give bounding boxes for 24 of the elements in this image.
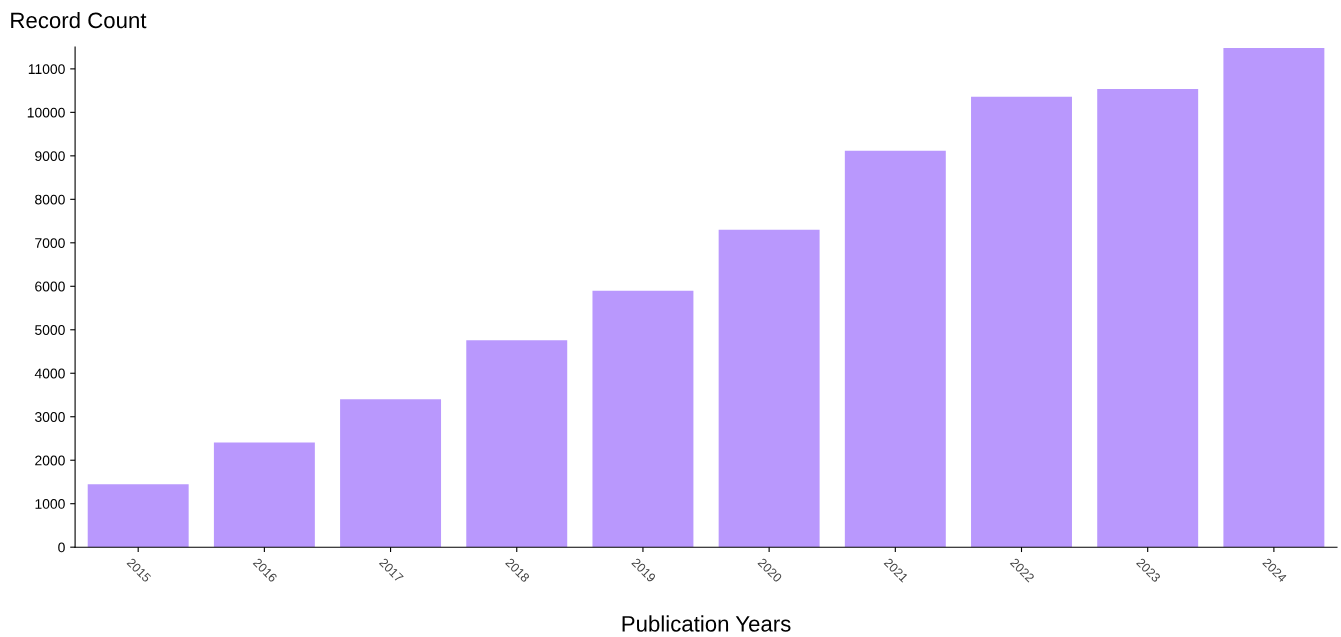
bar [718,229,820,548]
y-tick-label: 0 [58,542,65,553]
y-tick-label: 1000 [35,499,65,509]
bar [1097,88,1199,548]
y-tick-label: 6000 [35,281,65,292]
bar [844,150,946,548]
y-tick-label: 2000 [35,455,65,466]
y-tick-label: 5000 [35,325,65,335]
y-tick-label: 10000 [27,107,65,118]
bar [466,340,568,548]
bar [213,442,315,548]
bar [1223,48,1325,548]
y-axis-title: Record Count [11,11,147,29]
bar [87,484,189,548]
bar [592,290,694,548]
y-tick-label: 11000 [28,64,65,75]
bar [340,399,442,548]
y-tick-label: 4000 [34,368,65,379]
y-tick-label: 7000 [35,238,65,248]
y-tick-label: 9000 [35,151,65,162]
y-tick-label: 3000 [35,412,65,422]
x-axis-title: Publication Years [622,615,791,632]
y-tick-label: 8000 [35,194,65,205]
bar [971,96,1072,548]
